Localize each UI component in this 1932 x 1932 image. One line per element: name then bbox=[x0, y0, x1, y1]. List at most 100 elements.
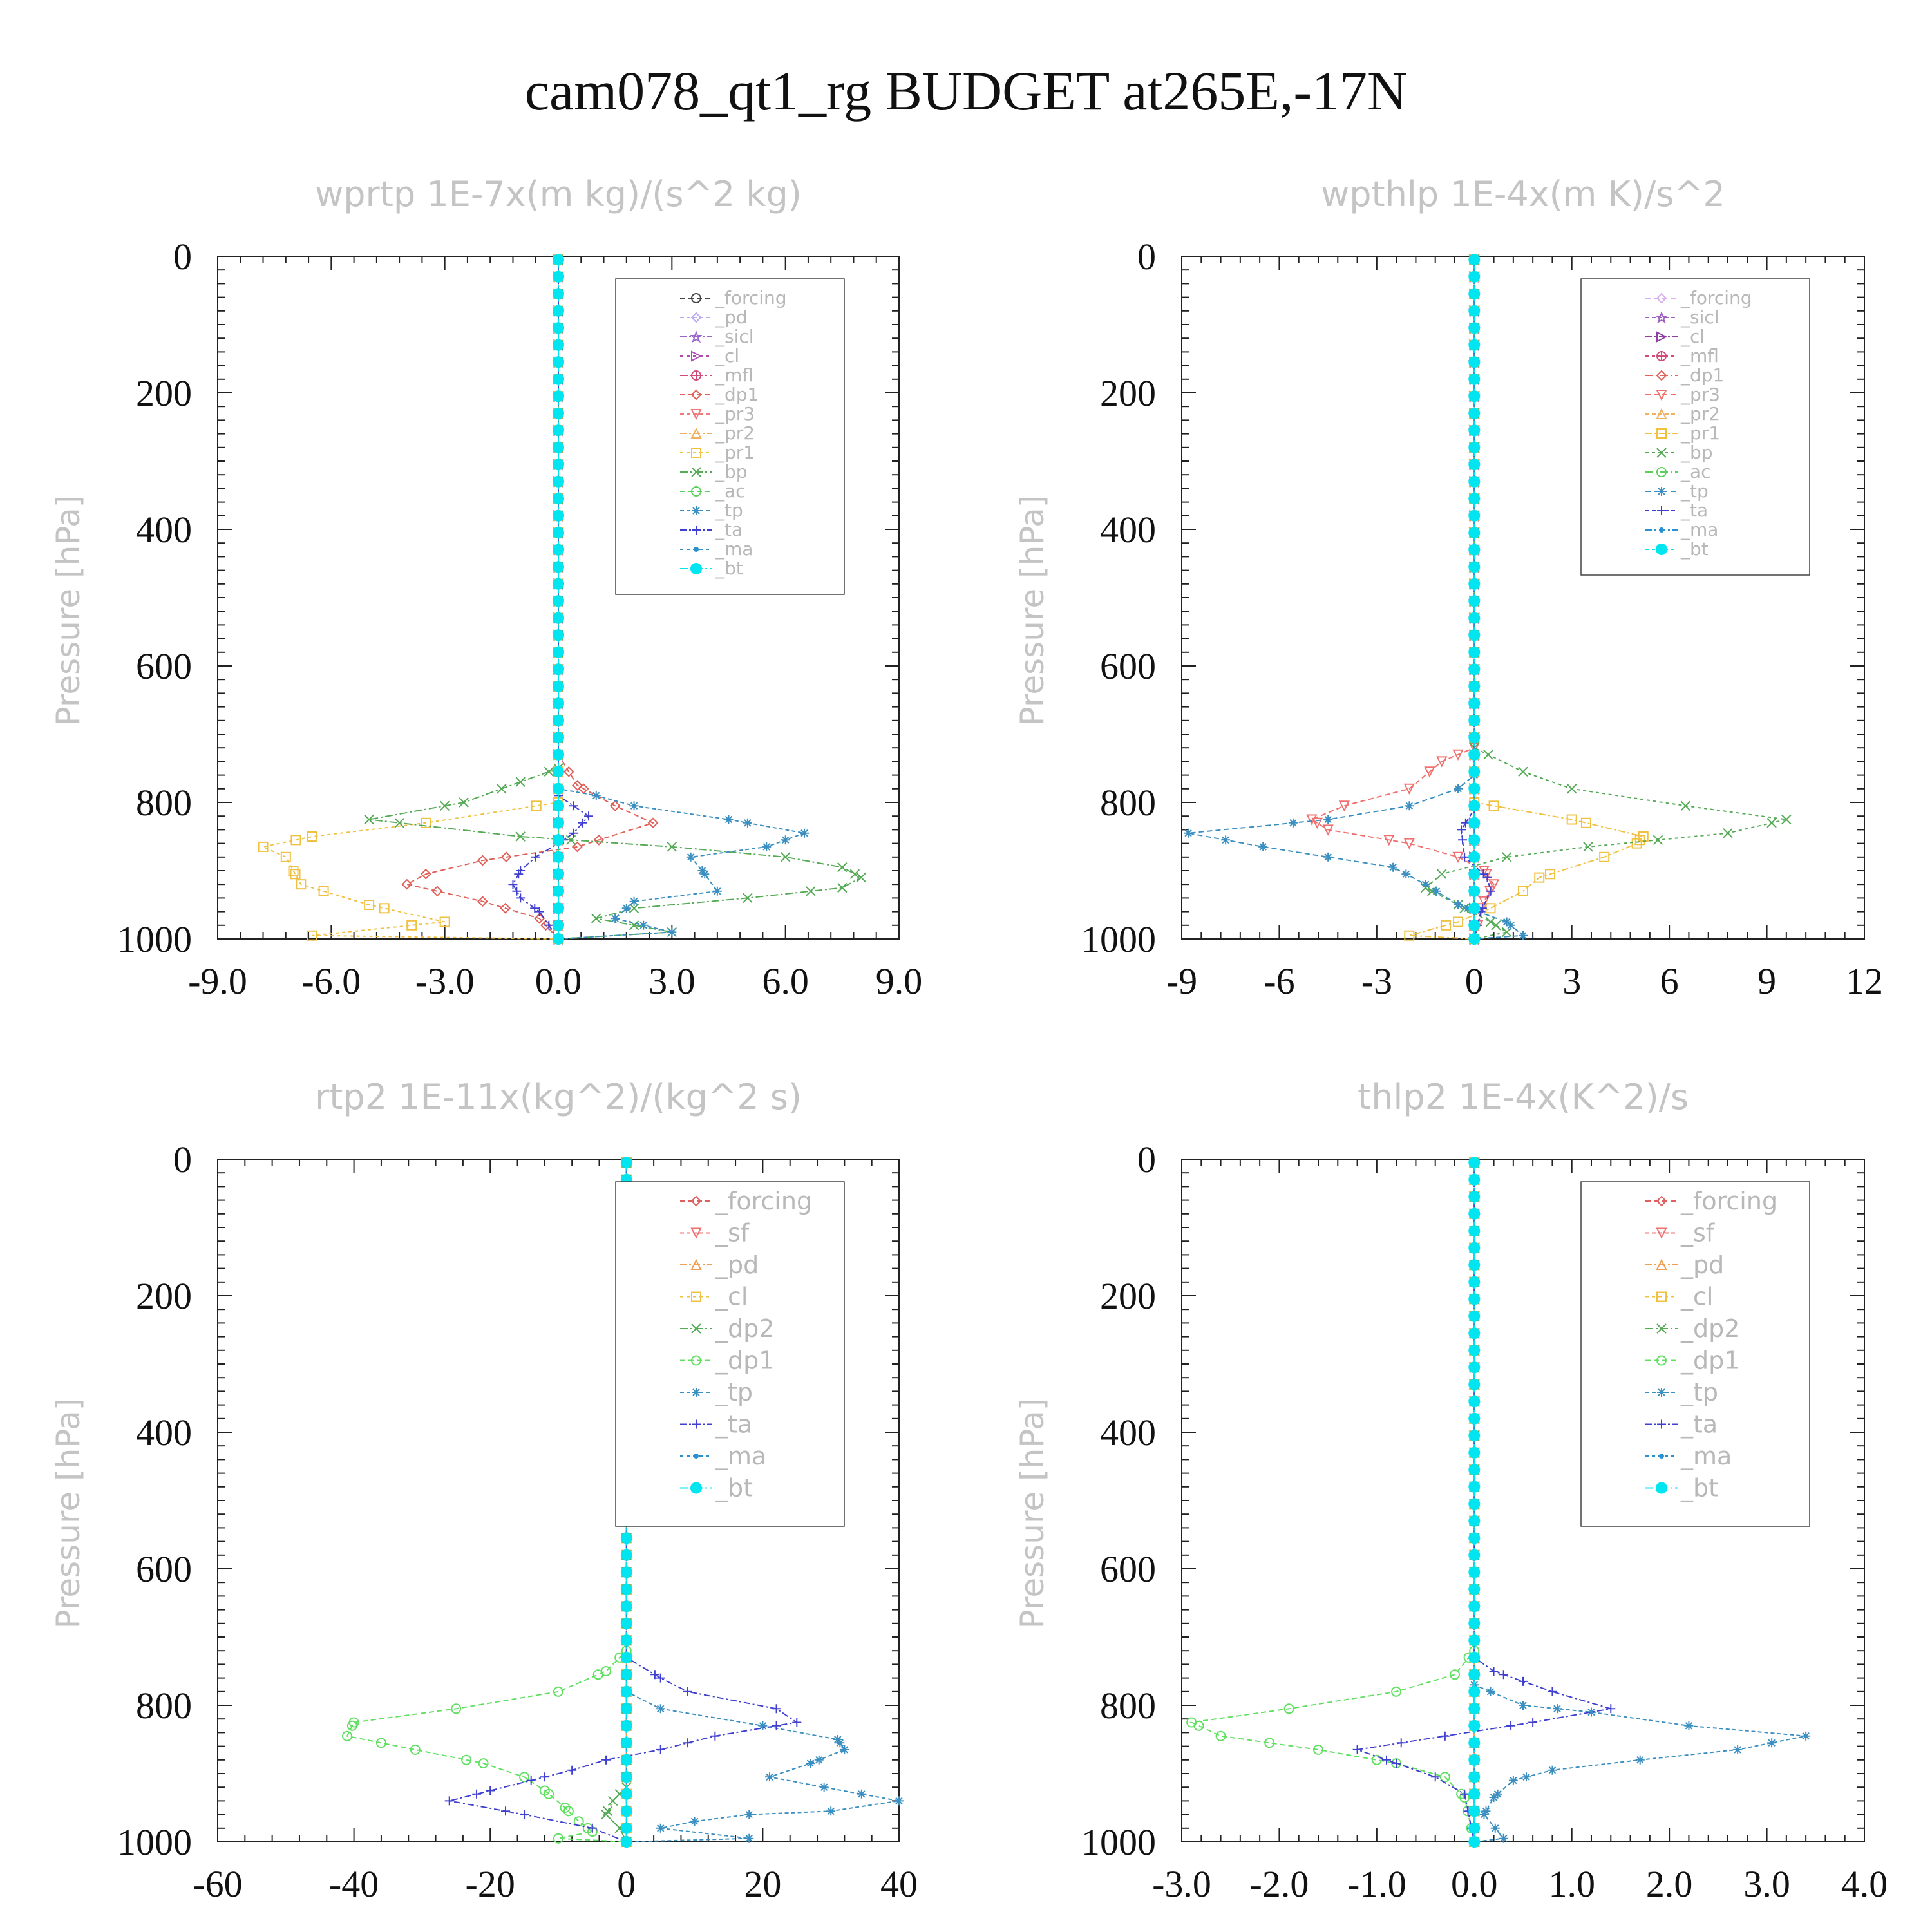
legend-label: _bt bbox=[1680, 538, 1709, 560]
legend-marker bbox=[1656, 1323, 1667, 1334]
data-point bbox=[1580, 817, 1591, 828]
data-point bbox=[1468, 1600, 1481, 1613]
data-point bbox=[516, 893, 526, 903]
legend-item: _forcing bbox=[1645, 287, 1752, 308]
series-bt bbox=[1468, 1157, 1481, 1848]
data-point bbox=[1311, 817, 1323, 829]
data-point bbox=[837, 882, 848, 893]
data-point bbox=[1468, 493, 1481, 505]
legend-label: _cl bbox=[1680, 1283, 1713, 1311]
data-point bbox=[1468, 851, 1481, 863]
legend-marker bbox=[1657, 1388, 1666, 1397]
series-line bbox=[449, 1162, 799, 1842]
data-point bbox=[857, 1789, 866, 1799]
legend-marker bbox=[1656, 428, 1667, 439]
y-tick-label: 600 bbox=[136, 645, 192, 687]
data-point bbox=[571, 780, 583, 791]
x-tick-label: 40 bbox=[880, 1863, 918, 1905]
data-point bbox=[780, 852, 791, 862]
data-point bbox=[1506, 920, 1516, 930]
data-point bbox=[421, 817, 431, 828]
data-point bbox=[1258, 842, 1268, 851]
data-point bbox=[620, 1719, 632, 1732]
legend-label: _ta bbox=[715, 1410, 752, 1439]
y-tick-label: 400 bbox=[1100, 509, 1156, 551]
data-point bbox=[512, 886, 522, 896]
data-point bbox=[1468, 1157, 1481, 1169]
data-point bbox=[601, 1755, 611, 1765]
data-point bbox=[553, 1686, 564, 1697]
data-point bbox=[1463, 904, 1473, 913]
data-point bbox=[609, 800, 621, 811]
data-point bbox=[1468, 1310, 1481, 1322]
data-point bbox=[826, 1806, 836, 1816]
x-tick-label: -1.0 bbox=[1347, 1863, 1406, 1905]
x-tick-label: 9 bbox=[1757, 960, 1776, 1002]
legend-label: _pd bbox=[715, 307, 748, 328]
data-point bbox=[290, 835, 301, 846]
data-point bbox=[553, 782, 564, 795]
data-point bbox=[1396, 1738, 1406, 1748]
data-point bbox=[1468, 748, 1481, 761]
legend-label: _tp bbox=[1680, 1378, 1718, 1406]
data-point bbox=[578, 818, 587, 828]
y-tick-label: 400 bbox=[1100, 1412, 1156, 1454]
data-point bbox=[814, 1755, 824, 1765]
x-tick-label: 4.0 bbox=[1841, 1863, 1888, 1905]
legend-marker bbox=[1656, 292, 1667, 304]
y-tick-label: 200 bbox=[1100, 1275, 1156, 1317]
legend-label: _dp2 bbox=[715, 1314, 774, 1343]
data-point bbox=[560, 1803, 571, 1813]
legend-marker bbox=[691, 293, 701, 303]
data-point bbox=[620, 1822, 632, 1834]
data-point bbox=[620, 1157, 632, 1169]
data-point bbox=[1437, 869, 1447, 880]
data-point bbox=[553, 441, 564, 453]
legend-item: _sicl bbox=[1645, 307, 1719, 328]
data-point bbox=[819, 1783, 829, 1792]
data-point bbox=[1468, 1651, 1481, 1663]
data-point bbox=[620, 1685, 632, 1698]
data-point bbox=[607, 1795, 618, 1806]
data-point bbox=[553, 851, 564, 863]
data-point bbox=[553, 578, 564, 590]
data-point bbox=[553, 748, 564, 761]
legend-marker bbox=[1656, 1482, 1667, 1494]
data-point bbox=[744, 1833, 754, 1843]
legend-marker bbox=[694, 547, 699, 552]
data-point bbox=[1468, 885, 1481, 897]
y-tick-label: 400 bbox=[136, 509, 192, 551]
y-tick-label: 600 bbox=[136, 1548, 192, 1590]
legend-item: _pr1 bbox=[680, 442, 755, 463]
data-point bbox=[553, 339, 564, 351]
data-point bbox=[629, 896, 639, 906]
legend-item: _bp bbox=[680, 461, 748, 482]
legend-label: _dp1 bbox=[715, 1347, 774, 1375]
panel-title: wprtp 1E-7x(m kg)/(s^2 kg) bbox=[315, 174, 802, 214]
legend-item: _bp bbox=[1645, 442, 1713, 463]
data-point bbox=[553, 885, 564, 897]
data-point bbox=[553, 933, 564, 945]
legend-marker bbox=[1656, 1258, 1667, 1270]
data-point bbox=[1486, 886, 1495, 896]
data-point bbox=[1468, 1293, 1481, 1305]
data-point bbox=[1468, 288, 1481, 300]
data-point bbox=[472, 1789, 482, 1799]
legend-item: _pr2 bbox=[1645, 403, 1720, 424]
data-point bbox=[1468, 1344, 1481, 1356]
data-point bbox=[1606, 1704, 1616, 1714]
series-line bbox=[1188, 260, 1525, 940]
series-dp1 bbox=[342, 1157, 632, 1847]
data-point bbox=[1468, 1191, 1481, 1203]
legend-marker bbox=[1656, 351, 1667, 361]
legend-item: _ma bbox=[680, 538, 753, 560]
panel-title: thlp2 1E-4x(K^2)/s bbox=[1358, 1077, 1689, 1117]
x-tick-label: -9.0 bbox=[188, 960, 247, 1002]
data-point bbox=[553, 356, 564, 368]
data-point bbox=[1502, 852, 1512, 862]
data-point bbox=[553, 834, 564, 846]
x-tick-label: -60 bbox=[193, 1863, 242, 1905]
legend-marker bbox=[1657, 487, 1666, 496]
data-point bbox=[1468, 646, 1481, 658]
data-point bbox=[553, 919, 564, 931]
